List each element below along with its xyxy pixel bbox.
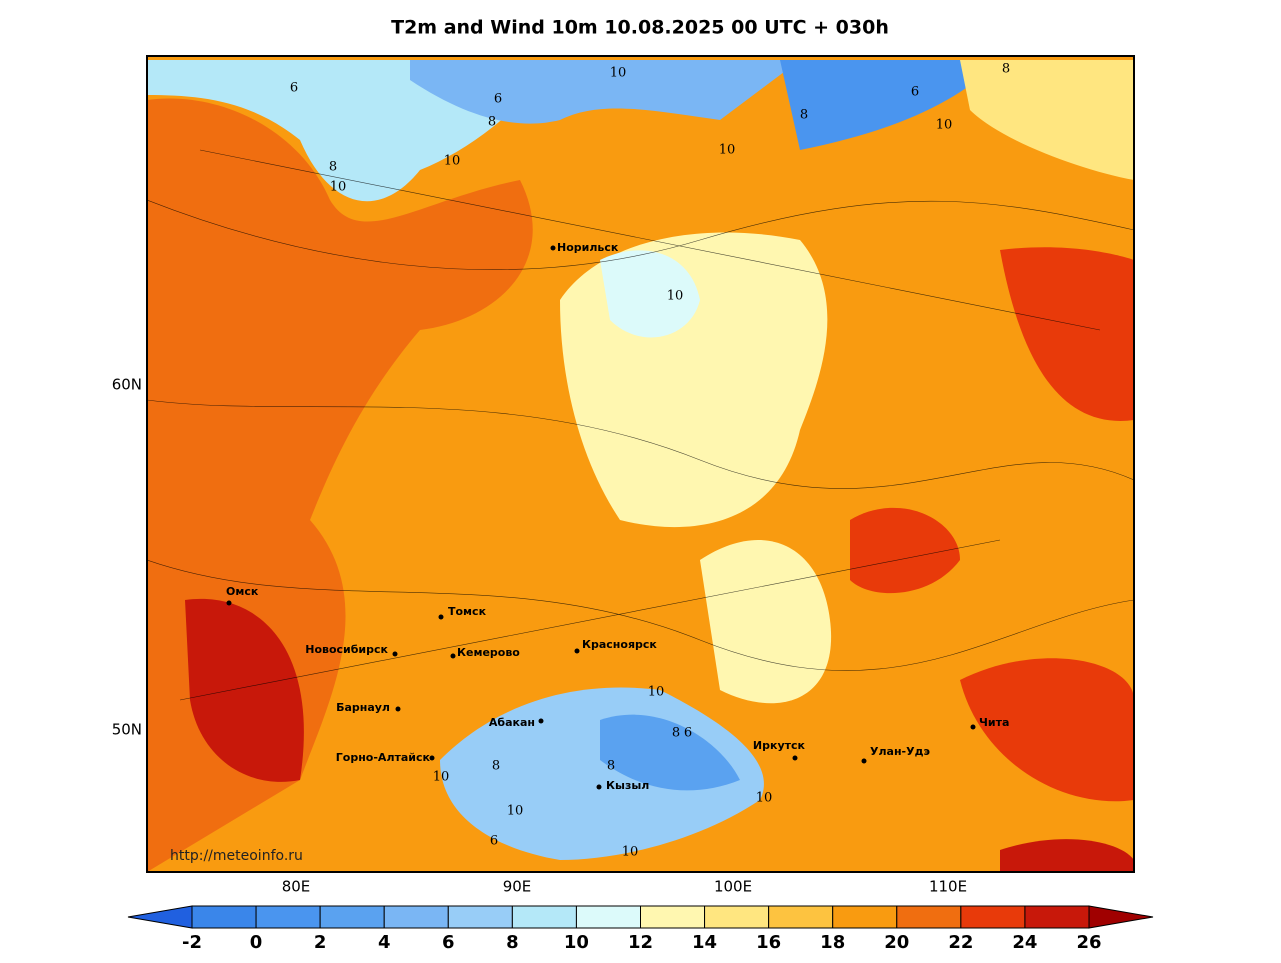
- colorbar-segment: [960, 905, 1026, 929]
- city-label: Омск: [226, 585, 259, 598]
- city-label: Красноярск: [582, 638, 657, 651]
- colorbar-tick-label: 10: [564, 932, 589, 953]
- city-label: Новосибирск: [305, 643, 388, 656]
- colorbar-tick-label: -2: [182, 932, 202, 953]
- lon-label: 100E: [714, 878, 752, 896]
- contour-label: 10: [610, 66, 627, 81]
- contour-label: 6: [490, 834, 498, 849]
- contour-label: 8: [607, 759, 615, 774]
- city-dot: [861, 758, 867, 764]
- contour-label: 10: [936, 118, 953, 133]
- map-field: [147, 56, 1134, 872]
- contour-label: 8: [488, 115, 496, 130]
- source-url: http://meteoinfo.ru: [170, 848, 303, 864]
- contour-label: 8: [800, 108, 808, 123]
- city-label: Горно-Алтайск: [336, 751, 431, 764]
- city-dot: [550, 245, 556, 251]
- contour-label: 10: [622, 845, 639, 860]
- colorbar-segment: [511, 905, 577, 929]
- contour-label: 6: [494, 92, 502, 107]
- contour-label: 10: [330, 180, 347, 195]
- colorbar-segment: [1024, 905, 1090, 929]
- colorbar-tick-label: 6: [442, 932, 455, 953]
- colorbar-end: [1088, 905, 1154, 929]
- lat-label: 50N: [112, 721, 142, 739]
- lon-label: 90E: [503, 878, 532, 896]
- city-dot: [574, 648, 580, 654]
- city-label: Кемерово: [457, 646, 520, 659]
- colorbar-tick-label: 4: [378, 932, 391, 953]
- city-label: Чита: [979, 716, 1009, 729]
- lon-label: 110E: [929, 878, 967, 896]
- colorbar-tick-label: 0: [250, 932, 263, 953]
- city-dot: [429, 755, 435, 761]
- lat-label: 60N: [112, 376, 142, 394]
- contour-label: 6: [290, 81, 298, 96]
- colorbar-segment: [832, 905, 898, 929]
- colorbar-segment: [383, 905, 449, 929]
- contour-label: 10: [444, 154, 461, 169]
- colorbar-segment: [896, 905, 962, 929]
- city-label: Барнаул: [336, 701, 390, 714]
- contour-label: 8: [1002, 62, 1010, 77]
- colorbar-tick-label: 18: [820, 932, 845, 953]
- colorbar-tick-label: 24: [1012, 932, 1037, 953]
- city-dot: [226, 600, 232, 606]
- contour-label: 10: [719, 143, 736, 158]
- colorbar-tick-label: 8: [506, 932, 519, 953]
- city-dot: [596, 784, 602, 790]
- colorbar-tick-label: 22: [948, 932, 973, 953]
- colorbar-segment: [704, 905, 770, 929]
- city-dot: [450, 653, 456, 659]
- city-label: Улан-Удэ: [870, 745, 930, 758]
- lon-label: 80E: [282, 878, 311, 896]
- contour-label: 6: [911, 85, 919, 100]
- city-label: Томск: [448, 605, 487, 618]
- title: T2m and Wind 10m 10.08.2025 00 UTC + 030…: [391, 17, 889, 39]
- colorbar-segment: [575, 905, 642, 929]
- city-dot: [538, 718, 544, 724]
- city-label: Иркутск: [753, 739, 806, 752]
- colorbar-segment: [191, 905, 257, 929]
- colorbar-tick-label: 14: [692, 932, 717, 953]
- city-dot: [395, 706, 401, 712]
- colorbar-tick-label: 12: [628, 932, 653, 953]
- contour-label: 10: [667, 289, 684, 304]
- contour-label: 6: [684, 726, 692, 741]
- colorbar-segment: [255, 905, 321, 929]
- colorbar-segment: [768, 905, 834, 929]
- contour-label: 10: [433, 770, 450, 785]
- colorbar-tick-label: 2: [314, 932, 327, 953]
- map-frame: [146, 55, 1135, 873]
- colorbar-tick-label: 26: [1076, 932, 1101, 953]
- city-dot: [392, 651, 398, 657]
- contour-label: 8: [672, 726, 680, 741]
- colorbar-end: [127, 905, 193, 929]
- contour-label: 10: [648, 685, 665, 700]
- colorbar-segment: [640, 905, 706, 929]
- city-label: Норильск: [557, 241, 619, 254]
- contour-label: 10: [507, 804, 524, 819]
- colorbar-tick-label: 20: [884, 932, 909, 953]
- colorbar-tick-label: 16: [756, 932, 781, 953]
- city-label: Кызыл: [606, 779, 649, 792]
- contour-label: 8: [492, 759, 500, 774]
- city-dot: [970, 724, 976, 730]
- city-dot: [438, 614, 444, 620]
- colorbar-segment: [447, 905, 513, 929]
- contour-label: 10: [756, 791, 773, 806]
- city-dot: [792, 755, 798, 761]
- city-label: Абакан: [489, 716, 535, 729]
- contour-label: 8: [329, 160, 337, 175]
- colorbar-segment: [319, 905, 385, 929]
